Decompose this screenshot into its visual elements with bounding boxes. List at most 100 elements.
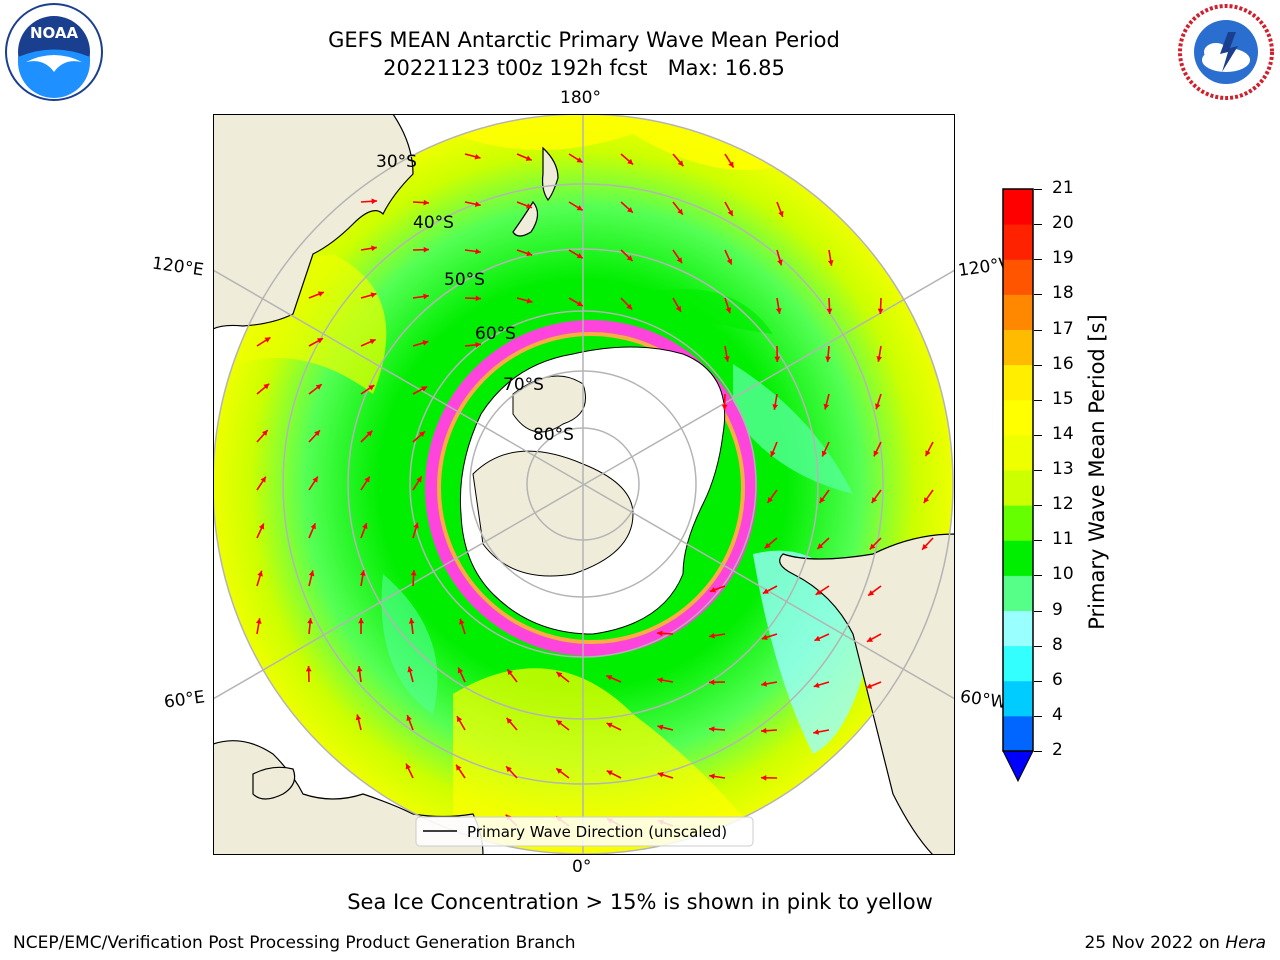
antarctic-map: Primary Wave Direction (unscaled) — [213, 114, 955, 855]
lon-label-60e: 60°E — [162, 687, 207, 713]
lat-label-40s: 40°S — [413, 213, 454, 233]
wave-arrow-head — [421, 386, 428, 392]
wave-arrow-head — [723, 356, 730, 362]
wave-direction-arrows — [255, 153, 934, 827]
colorbar-tick-mark — [1034, 259, 1042, 261]
colorbar-tick-mark — [1034, 540, 1042, 542]
wave-arrow-head — [772, 404, 779, 410]
wave-arrow-head — [764, 542, 771, 549]
wave-arrow-head — [761, 774, 767, 781]
wave-arrow-head — [474, 201, 481, 207]
footer-date: 25 Nov 2022 on Hera — [1084, 933, 1266, 953]
wave-arrow-head — [869, 543, 876, 550]
wave-arrow-head — [657, 724, 664, 731]
colorbar-tick-mark — [1034, 470, 1042, 471]
colorbar-tick-label: 18 — [1052, 283, 1074, 304]
wave-arrow-head — [866, 636, 873, 642]
colorbar-segment — [1003, 610, 1033, 647]
wave-arrow-head — [317, 338, 324, 344]
colorbar-segment — [1003, 329, 1033, 366]
wave-arrow-head — [358, 618, 364, 624]
colorbar-tick-mark — [1034, 189, 1042, 190]
wave-arrow-head — [423, 293, 429, 300]
wave-arrow-head — [675, 305, 681, 312]
wave-arrow-head — [263, 383, 270, 390]
wave-arrow-head — [255, 618, 262, 624]
wave-arrow-head — [777, 259, 783, 266]
wave-arrow-head — [709, 632, 715, 639]
wave-arrow-head — [627, 207, 633, 213]
colorbar-tick-label: 20 — [1052, 213, 1074, 234]
wave-arrow-head — [258, 523, 265, 530]
wave-arrow-head — [475, 341, 481, 348]
colorbar-tick-label: 12 — [1052, 494, 1074, 515]
wave-arrow-head — [823, 403, 830, 410]
colorbar-segment — [1003, 645, 1033, 682]
wave-arrow-head — [606, 675, 613, 681]
sea-ice-edge — [425, 320, 757, 656]
colorbar-tick-label: 2 — [1052, 740, 1063, 760]
wave-arrow-head — [868, 590, 875, 596]
wave-arrow-head — [264, 337, 271, 343]
lat-label-70s: 70°S — [503, 375, 544, 395]
wave-arrow-head — [821, 450, 828, 457]
colorbar-tick-label: 21 — [1052, 178, 1074, 198]
wave-arrow-head — [475, 248, 481, 255]
colorbar-segment — [1003, 224, 1033, 260]
lat-label-50s: 50°S — [444, 270, 485, 290]
colorbar-tick-mark — [1034, 434, 1042, 436]
wave-arrow-head — [312, 476, 318, 483]
wave-arrow-head — [368, 385, 375, 391]
noaa-logo-icon: NOAA — [4, 2, 104, 102]
colorbar — [1002, 188, 1034, 783]
map-title: GEFS MEAN Antarctic Primary Wave Mean Pe… — [328, 28, 840, 52]
colorbar-tick-mark — [1034, 224, 1042, 226]
wave-arrow-head — [310, 523, 316, 530]
wave-arrow-head — [923, 497, 930, 504]
lon-label-120e: 120°E — [150, 253, 205, 281]
colorbar-tick-label: 8 — [1052, 634, 1063, 655]
wave-arrow-head — [767, 496, 773, 503]
colorbar-tick-mark — [1034, 505, 1042, 507]
colorbar-segment — [1003, 364, 1033, 401]
wave-arrow-head — [922, 543, 928, 550]
wave-arrow-head — [815, 589, 822, 595]
wave-arrow-head — [416, 476, 422, 483]
wave-arrow-head — [626, 255, 633, 262]
wave-arrow-head — [556, 672, 563, 678]
footer-machine: Hera — [1225, 933, 1266, 953]
wave-arrow-head — [260, 476, 266, 483]
wave-arrow-head — [407, 666, 414, 673]
footer-date-text: 25 Nov 2022 on — [1084, 933, 1226, 953]
wave-arrow-head — [606, 722, 613, 728]
colorbar-segment — [1003, 680, 1033, 717]
colorbar-tick-label: 10 — [1052, 564, 1074, 585]
colorbar-tick-mark — [1034, 680, 1042, 682]
wave-arrow-head — [405, 763, 411, 770]
wave-arrow-head — [413, 522, 419, 529]
wave-arrow-head — [457, 667, 464, 674]
wave-arrow-head — [525, 155, 532, 161]
wave-arrow-head — [677, 208, 683, 215]
wave-arrow-head — [762, 588, 769, 594]
colorbar-segment — [1003, 715, 1033, 752]
wave-arrow-head — [526, 250, 533, 257]
wave-arrow-head — [370, 292, 377, 298]
colorbar-tick-label: 14 — [1052, 423, 1074, 444]
wave-arrow-head — [356, 666, 363, 672]
wave-arrow-head — [371, 198, 377, 205]
wave-arrow-head — [474, 153, 481, 160]
wave-arrow-head — [261, 430, 268, 436]
colorbar-tick-mark — [1034, 645, 1042, 647]
wave-arrow-head — [423, 199, 429, 206]
wave-arrow-head — [315, 384, 322, 390]
wave-arrow-head — [657, 677, 663, 683]
wave-arrow-head — [657, 630, 663, 637]
wave-arrow-head — [817, 543, 824, 549]
wave-arrow-head — [314, 430, 320, 437]
wave-arrow-head — [576, 253, 583, 259]
colorbar-tick-label: 13 — [1052, 459, 1074, 479]
colorbar-tick-label: 15 — [1052, 388, 1074, 409]
colorbar-tick-mark — [1034, 715, 1042, 717]
wave-arrow-head — [813, 729, 819, 735]
